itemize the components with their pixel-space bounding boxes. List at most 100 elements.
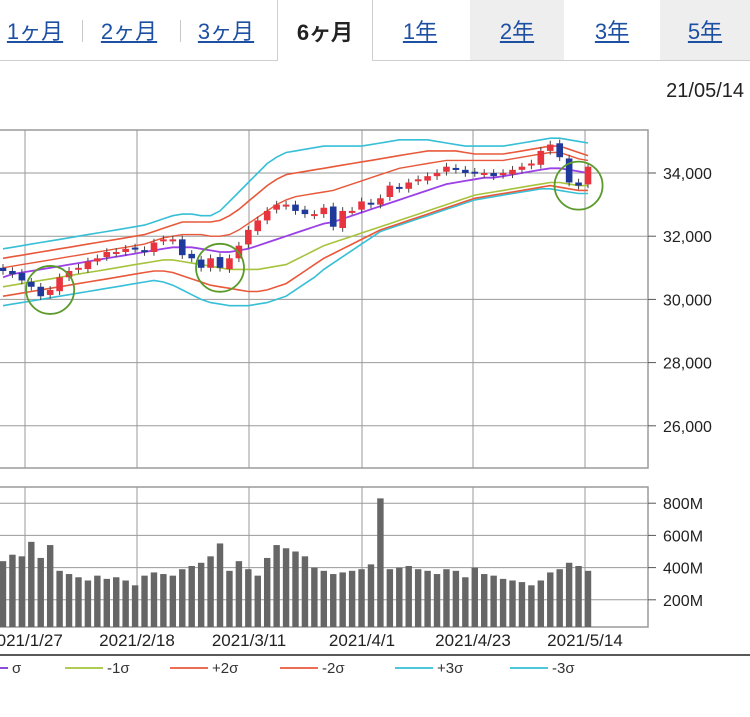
band-plus-2-sigma xyxy=(2,145,589,260)
volume-bar xyxy=(188,565,195,627)
candle-body xyxy=(462,169,469,173)
candle-body xyxy=(75,267,82,270)
x-axis: 2021/1/27 2021/2/18 2021/3/11 2021/4/1 2021/… xyxy=(0,631,623,650)
candlesticks xyxy=(0,139,592,301)
volume-bar xyxy=(292,551,299,627)
volume-bar xyxy=(56,570,63,627)
volume-bar xyxy=(471,567,478,627)
volume-bar xyxy=(169,575,177,627)
candle-body xyxy=(528,163,535,166)
highlight-circle xyxy=(195,242,245,293)
candle-body xyxy=(0,267,7,271)
candle-body xyxy=(480,173,488,175)
tab-6-months[interactable]: 6ヶ月 xyxy=(277,0,373,61)
volume-bar xyxy=(499,578,507,627)
volume-bar xyxy=(150,572,158,627)
candle-body xyxy=(254,220,262,232)
candle-body xyxy=(584,166,592,185)
volume-bar xyxy=(273,545,280,627)
tab-3-months[interactable]: 3ヶ月 xyxy=(197,19,255,44)
volume-bar xyxy=(443,569,450,627)
candle-body xyxy=(320,207,328,215)
legend-label: +3σ xyxy=(437,660,464,677)
tab-1-year[interactable]: 1年 xyxy=(402,19,438,44)
chart-date-label: 21/05/14 xyxy=(666,80,744,102)
candle-body xyxy=(9,270,16,275)
volume-bar xyxy=(424,570,431,627)
volume-y-tick-label: 200M xyxy=(663,593,703,610)
candle-body xyxy=(292,204,299,211)
candle-body xyxy=(575,182,582,186)
tab-1-month[interactable]: 1ヶ月 xyxy=(6,19,64,44)
candle-body xyxy=(556,143,563,158)
legend-label: +2σ xyxy=(212,660,239,677)
volume-bar xyxy=(396,567,403,627)
candle-body xyxy=(329,206,337,227)
candle-body xyxy=(84,261,92,270)
volume-bar xyxy=(528,585,535,627)
volume-bar xyxy=(518,582,526,627)
candle-body xyxy=(103,252,111,258)
candle-body xyxy=(207,258,214,268)
tab-separator xyxy=(82,20,83,42)
tab-2-years[interactable]: 2年 xyxy=(470,0,564,60)
tab-5-years[interactable]: 5年 xyxy=(660,0,750,60)
price-y-tick-label: 28,000 xyxy=(663,356,712,373)
volume-bar xyxy=(103,578,110,627)
candle-body xyxy=(37,286,45,297)
volume-bar xyxy=(367,564,375,627)
x-tick-label: 2021/5/14 xyxy=(547,631,623,650)
volume-bar xyxy=(131,585,139,627)
volume-bar xyxy=(433,574,441,627)
tab-3-years[interactable]: 3年 xyxy=(594,19,630,44)
volume-bar xyxy=(547,572,554,627)
volume-bar xyxy=(18,556,26,627)
volume-bar xyxy=(320,570,328,627)
volume-bar xyxy=(462,577,469,627)
volume-y-tick-label: 400M xyxy=(663,561,703,578)
candle-body xyxy=(131,247,139,250)
highlight-circles xyxy=(25,160,604,315)
candle-body xyxy=(56,277,63,292)
candle-body xyxy=(395,186,403,189)
volume-bar xyxy=(94,575,101,627)
volume-bar xyxy=(263,557,271,627)
volume-bar xyxy=(141,575,148,627)
volume-bar xyxy=(122,580,129,627)
candle-body xyxy=(537,150,545,165)
price-y-tick-label: 32,000 xyxy=(663,229,712,246)
candle-body xyxy=(197,259,205,268)
candle-body xyxy=(386,185,394,198)
candle-body xyxy=(358,201,365,210)
volume-bar xyxy=(377,498,384,627)
legend-label: -3σ xyxy=(552,660,575,677)
volume-bar xyxy=(414,569,422,627)
legend: σ -1σ +2σ -2σ +3σ -3σ xyxy=(0,660,575,677)
tab-2-months[interactable]: 2ヶ月 xyxy=(100,19,158,44)
candle-body xyxy=(546,144,554,151)
volume-bar xyxy=(301,556,309,627)
volume-bar xyxy=(65,574,73,627)
band-plus-1-sigma xyxy=(2,151,589,269)
volume-bar xyxy=(197,562,205,627)
candle-body xyxy=(301,209,309,215)
volume-bar xyxy=(537,580,545,627)
volume-bar xyxy=(584,570,592,627)
legend-label: σ xyxy=(12,660,22,677)
volume-bar xyxy=(358,569,365,627)
candle-body xyxy=(509,169,516,175)
candle-body xyxy=(178,239,186,256)
volume-bar xyxy=(179,569,186,627)
x-tick-label: 2021/4/1 xyxy=(329,631,395,650)
candle-body xyxy=(18,272,26,281)
volume-bar xyxy=(9,554,16,627)
volume-bar xyxy=(490,575,497,627)
candle-body xyxy=(216,257,224,268)
band-minus-2-sigma xyxy=(2,184,588,297)
x-tick-label: 2021/1/27 xyxy=(0,631,63,650)
volume-bar xyxy=(282,548,290,627)
candle-body xyxy=(282,204,290,207)
candle-body xyxy=(339,210,346,228)
volume-bar xyxy=(452,570,460,627)
